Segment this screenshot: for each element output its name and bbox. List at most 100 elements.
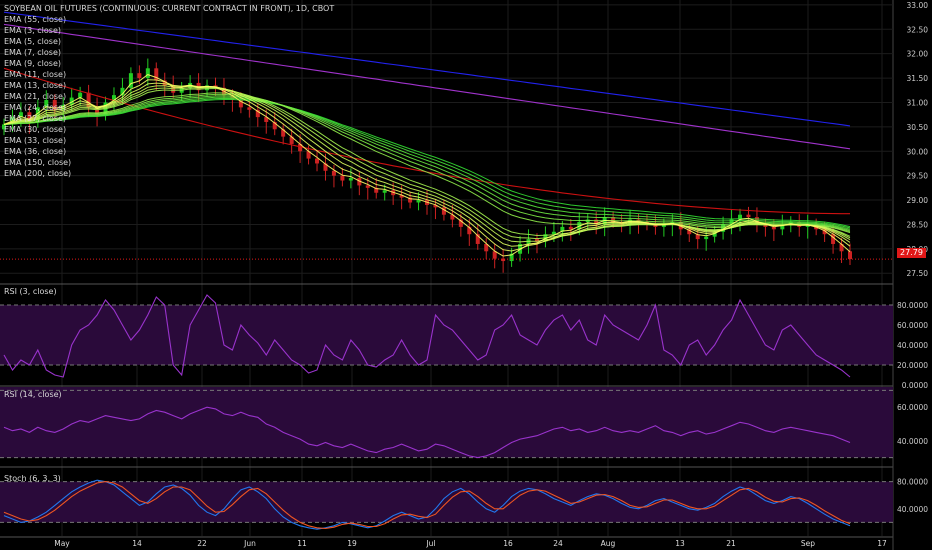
candle-body	[501, 258, 506, 262]
candle-body	[120, 87, 125, 96]
candle-body	[86, 92, 91, 108]
x-tick-label: 17	[877, 539, 887, 548]
osc-tick-label: 40.0000	[897, 341, 928, 350]
ema-ribbon-line	[3, 99, 851, 228]
osc-tick-label: 60.0000	[897, 321, 928, 330]
candle-body	[551, 231, 556, 235]
candle-body	[746, 214, 751, 218]
y-tick-label: 32.00	[907, 50, 929, 59]
candle-body	[315, 158, 320, 164]
candle-body	[433, 204, 438, 208]
candle-body	[44, 100, 49, 108]
x-tick-label: 24	[553, 539, 563, 548]
candle-body	[95, 107, 100, 115]
x-tick-label: 19	[347, 539, 357, 548]
candle-body	[594, 219, 599, 225]
candle-body	[27, 112, 32, 122]
y-tick-label: 30.00	[907, 147, 929, 156]
candle-body	[780, 224, 785, 230]
candle-body	[348, 178, 353, 181]
stoch-d-line	[3, 481, 851, 530]
candle-body	[323, 163, 328, 171]
candle-body	[763, 224, 768, 227]
candle-body	[289, 136, 294, 144]
candle-body	[382, 190, 387, 193]
candle-body	[255, 109, 260, 118]
y-tick-label: 30.50	[907, 123, 929, 132]
osc-tick-label: 80.0000	[897, 301, 928, 310]
candle-body	[848, 251, 852, 260]
candle-body	[408, 197, 413, 203]
candle-body	[805, 224, 810, 227]
candle-body	[771, 226, 776, 230]
candle-body	[264, 117, 269, 122]
y-tick-label: 32.50	[907, 25, 929, 34]
candle-body	[704, 236, 709, 240]
osc-tick-label: 60.0000	[897, 403, 928, 412]
candle-body	[69, 97, 74, 105]
candle-body	[687, 229, 692, 235]
candle-body	[340, 175, 345, 181]
y-tick-label: 29.50	[907, 172, 929, 181]
ema-long-line	[3, 23, 851, 150]
candle-body	[272, 121, 277, 130]
candle-body	[331, 170, 336, 176]
x-tick-label: Aug	[601, 539, 616, 548]
candle-body	[560, 226, 565, 232]
x-tick-label: 21	[726, 539, 736, 548]
x-tick-label: 11	[297, 539, 307, 548]
candle-body	[111, 95, 116, 103]
ema-ribbon-line	[3, 74, 851, 257]
candle-body	[441, 207, 446, 215]
candle-body	[128, 73, 133, 88]
candle-body	[18, 112, 23, 118]
candle-body	[509, 253, 514, 262]
candle-body	[721, 224, 726, 232]
candle-body	[416, 200, 421, 203]
candle-body	[484, 243, 489, 252]
x-tick-label: Sep	[801, 539, 815, 548]
candle-body	[611, 217, 616, 223]
candle-body	[238, 100, 243, 108]
osc-tick-label: 20.0000	[897, 361, 928, 370]
candle-body	[661, 224, 666, 227]
candle-body	[822, 229, 827, 235]
candle-body	[154, 68, 159, 81]
stoch-k-line	[3, 479, 851, 530]
candle-body	[61, 104, 66, 110]
candle-body	[653, 224, 658, 227]
candle-body	[399, 195, 404, 198]
x-tick-label: 16	[503, 539, 513, 548]
candle-body	[35, 107, 40, 122]
candle-body	[145, 68, 150, 79]
x-tick-label: Jul	[425, 539, 435, 548]
ema-long-line	[3, 11, 851, 127]
candle-body	[306, 151, 311, 159]
candle-body	[52, 100, 57, 110]
y-tick-label: 33.00	[907, 1, 929, 10]
candle-body	[695, 234, 700, 240]
y-tick-label: 27.50	[907, 269, 929, 278]
x-tick-label: May	[54, 539, 70, 548]
candle-body	[365, 185, 370, 188]
candle-body	[831, 234, 836, 244]
osc-band-fill	[0, 387, 893, 458]
rsi3-line	[3, 294, 851, 378]
candle-body	[450, 214, 455, 220]
osc-band-fill	[0, 305, 893, 365]
candle-body	[281, 129, 286, 137]
candle-body	[78, 92, 83, 98]
candle-body	[137, 73, 142, 79]
x-tick-label: Jun	[243, 539, 256, 548]
osc-tick-label: 40.0000	[897, 505, 928, 514]
candle-body	[467, 226, 472, 235]
osc-band-fill	[0, 481, 893, 523]
osc-tick-label: 0.0000	[902, 381, 928, 390]
candle-body	[475, 234, 480, 244]
candle-body	[374, 187, 379, 193]
candle-body	[2, 124, 6, 130]
ema-ribbon-line	[3, 93, 851, 232]
y-tick-label: 28.50	[907, 220, 929, 229]
y-tick-label: 31.50	[907, 74, 929, 83]
last-price-badge: 27.79	[897, 248, 926, 258]
